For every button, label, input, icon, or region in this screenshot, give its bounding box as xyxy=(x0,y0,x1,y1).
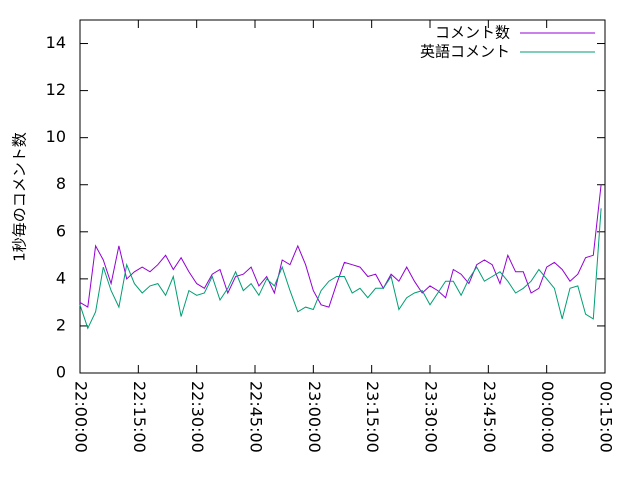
x-tick-label: 22:00:00 xyxy=(72,381,91,453)
data-line xyxy=(79,208,602,330)
x-tick-label: 23:30:00 xyxy=(422,381,441,453)
x-tick-label: 23:15:00 xyxy=(363,381,382,453)
x-tick-label: 23:00:00 xyxy=(305,381,324,453)
y-tick-label: 8 xyxy=(56,174,66,193)
y-tick-label: 14 xyxy=(46,33,66,52)
y-tick-label: 6 xyxy=(56,221,66,240)
x-tick-label: 23:45:00 xyxy=(480,381,499,453)
plot-frame xyxy=(79,19,606,374)
y-tick-label: 4 xyxy=(56,268,66,287)
y-tick-label: 10 xyxy=(46,127,66,146)
y-tick-label: 12 xyxy=(46,80,66,99)
x-tick-label: 00:15:00 xyxy=(597,381,616,453)
x-tick-label: 22:45:00 xyxy=(247,381,266,453)
y-axis-label: 1秒毎のコメント数 xyxy=(11,132,29,262)
y-tick-label: 0 xyxy=(56,363,66,382)
x-tick-label: 22:15:00 xyxy=(130,381,149,453)
x-tick-label: 00:00:00 xyxy=(538,381,557,453)
legend-label: コメント数 xyxy=(435,24,510,42)
y-tick-label: 2 xyxy=(56,315,66,334)
data-line xyxy=(79,184,602,308)
legend-label: 英語コメント xyxy=(420,43,510,61)
x-tick-label: 22:30:00 xyxy=(188,381,207,453)
